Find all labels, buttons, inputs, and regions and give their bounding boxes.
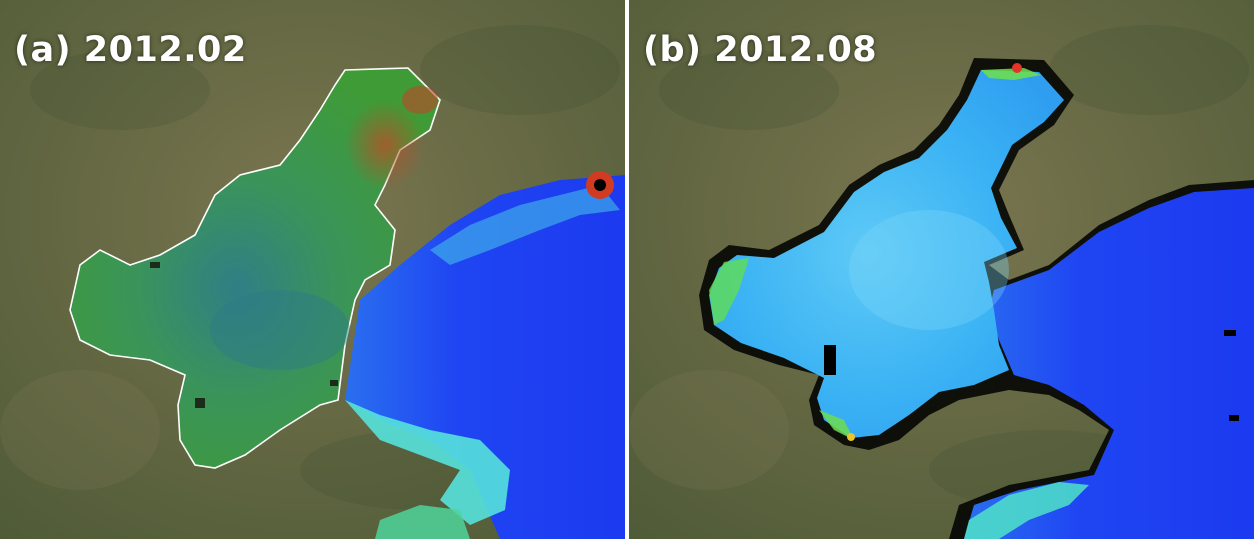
hotspot: [1012, 63, 1022, 73]
island: [330, 380, 338, 386]
coastal-plume: [964, 482, 1089, 539]
open-sea: [964, 188, 1254, 539]
hotspot: [847, 433, 855, 441]
island: [1229, 415, 1239, 421]
hotspot-core: [594, 179, 606, 191]
bay-high-patch: [345, 100, 425, 190]
bay-edge-green: [709, 258, 749, 325]
open-sea: [345, 175, 625, 539]
island: [1224, 330, 1236, 336]
island: [150, 262, 160, 268]
bay-edge-green: [819, 410, 854, 440]
bay-high-patch-2: [402, 86, 438, 114]
bohai-bay-region: [69, 67, 441, 469]
bay-edge-green: [981, 68, 1041, 80]
bohai-bay-region: [709, 70, 1064, 438]
panel-b-label: (b) 2012.08: [643, 30, 878, 70]
panel-a: (a) 2012.02: [0, 0, 625, 539]
island: [195, 398, 205, 408]
panel-b: (b) 2012.08: [629, 0, 1254, 539]
nearshore-plume: [430, 185, 620, 265]
panel-a-map: [0, 0, 625, 539]
bay-light-patch: [849, 210, 1009, 330]
bay-core: [210, 290, 350, 370]
coastal-plume: [345, 400, 510, 525]
panel-a-label: (a) 2012.02: [14, 30, 247, 70]
panel-b-map: [629, 0, 1254, 539]
coastal-plume-south: [375, 505, 470, 539]
island: [824, 345, 836, 375]
